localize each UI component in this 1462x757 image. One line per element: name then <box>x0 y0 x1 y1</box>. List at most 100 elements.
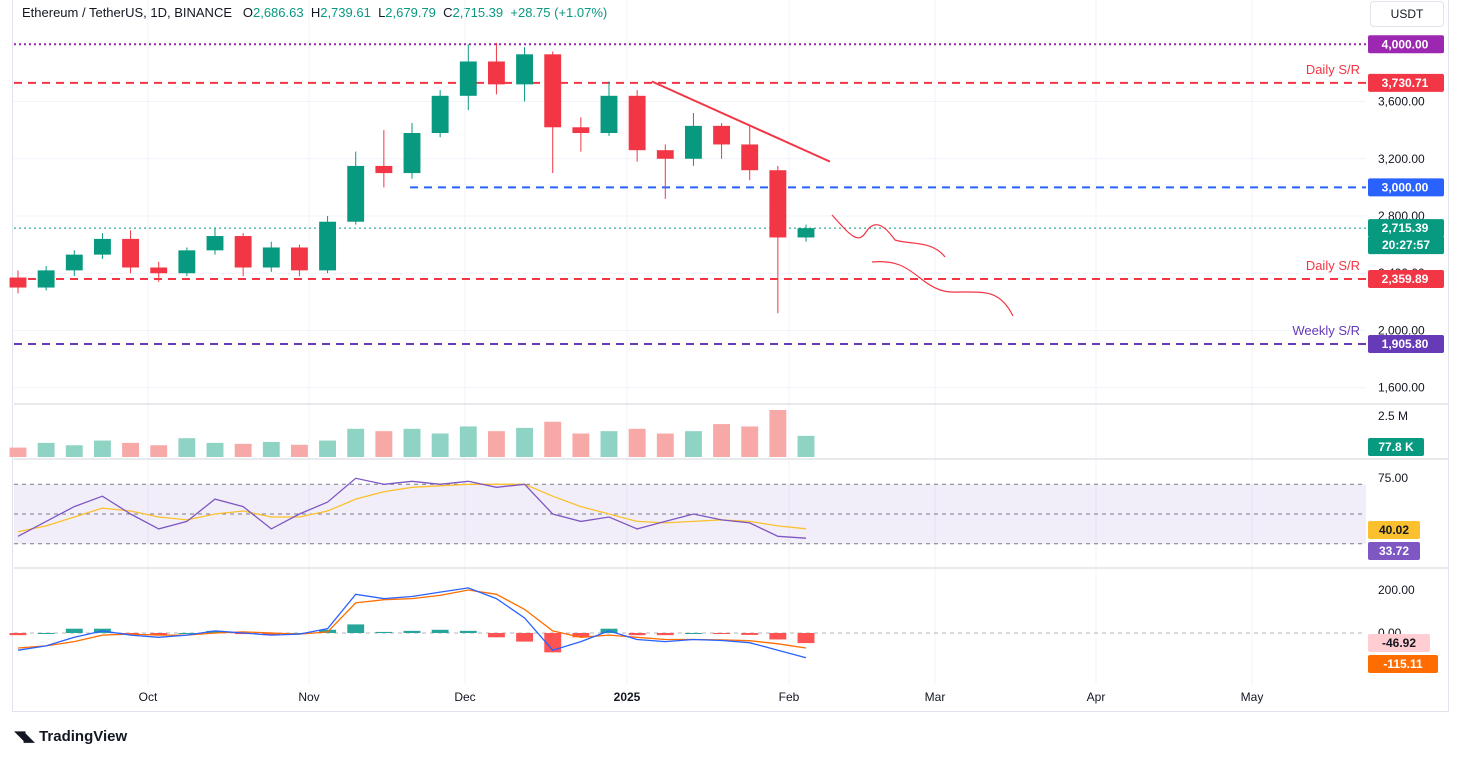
volume-bar <box>65 445 83 457</box>
price-tag-text: 2,715.39 <box>1382 221 1429 235</box>
candle-body <box>122 238 140 268</box>
volume-bar <box>487 431 505 457</box>
volume-bar <box>206 442 224 457</box>
macd-histogram-bar <box>262 633 280 636</box>
macd-tag-text: -46.92 <box>1382 636 1416 650</box>
level-label: Weekly S/R <box>1292 323 1360 338</box>
macd-histogram-bar <box>375 631 393 633</box>
price-tag-text: 2,359.89 <box>1382 272 1429 286</box>
candle-body <box>656 150 674 159</box>
volume-bar <box>319 440 337 457</box>
signal-tag-text: -115.11 <box>1383 657 1423 671</box>
candle-body <box>262 247 280 268</box>
price-tag <box>1368 219 1444 238</box>
x-axis-label: Feb <box>779 690 800 704</box>
volume-bar <box>544 421 562 457</box>
price-tag <box>1368 178 1444 197</box>
x-axis-label: Oct <box>139 690 158 704</box>
symbol-title[interactable]: Ethereum / TetherUS, 1D, BINANCE <box>22 5 233 20</box>
price-tag <box>1368 334 1444 353</box>
macd-histogram-bar <box>684 633 702 634</box>
tradingview-logo[interactable]: ◥◣ TradingView <box>14 727 128 746</box>
candle-body <box>769 170 787 238</box>
forecast-path <box>831 214 946 258</box>
currency-button[interactable]: USDT <box>1370 1 1444 27</box>
rsi-line <box>17 477 807 539</box>
price-tick-label: 2,000.00 <box>1378 323 1425 337</box>
volume-bar <box>572 433 590 457</box>
macd-histogram-bar <box>403 630 421 633</box>
volume-pane <box>9 410 815 457</box>
macd-histogram-bar <box>178 633 196 634</box>
x-axis-label: Mar <box>925 690 946 704</box>
x-axis-label: Apr <box>1087 690 1106 704</box>
volume-bar <box>347 428 365 457</box>
x-axis-label: Nov <box>298 690 319 704</box>
candle-body <box>544 54 562 128</box>
tradingview-logo-text: TradingView <box>39 727 128 745</box>
price-tag <box>1368 73 1444 92</box>
candle-body <box>93 238 111 255</box>
volume-bar <box>431 433 449 457</box>
rsi-tick-label: 75.00 <box>1378 471 1408 485</box>
chart-frame <box>12 0 1449 712</box>
volume-bar <box>741 426 759 457</box>
volume-bar <box>290 444 308 457</box>
x-axis-label: 2025 <box>614 690 641 704</box>
candle-body <box>9 277 27 288</box>
volume-bar <box>150 445 168 457</box>
candle-body <box>628 95 646 151</box>
signal-line <box>17 589 807 649</box>
price-tag-text: 1,905.80 <box>1382 337 1429 351</box>
trendline <box>651 80 831 163</box>
volume-bar <box>93 440 111 457</box>
candle-body <box>600 95 618 134</box>
macd-histogram-bar <box>544 633 562 653</box>
macd-histogram-bar <box>516 633 534 642</box>
macd-histogram-bar <box>628 633 646 636</box>
level-label: Daily S/R <box>1306 62 1360 77</box>
candle-body <box>206 236 224 251</box>
candle-body <box>290 247 308 271</box>
volume-bar <box>234 443 252 457</box>
candle-body <box>234 236 252 268</box>
macd-histogram-bar <box>9 633 27 636</box>
candle-body <box>797 228 815 238</box>
rsi-ma-line <box>17 483 807 533</box>
price-tag-text: 3,000.00 <box>1382 180 1429 194</box>
macd-histogram-bar <box>347 624 365 633</box>
x-axis-label: Dec <box>454 690 475 704</box>
volume-bar <box>656 433 674 457</box>
macd-histogram-bar <box>741 633 759 635</box>
macd-histogram-bar <box>769 633 787 640</box>
macd-histogram-bar <box>65 628 83 633</box>
open-value: 2,686.63 <box>252 5 304 20</box>
rsi-pane <box>14 477 1366 545</box>
macd-histogram-bar <box>797 633 815 644</box>
price-tag <box>1368 269 1444 288</box>
low-value: 2,679.79 <box>385 5 436 20</box>
candle-body <box>150 267 168 274</box>
volume-bar <box>459 426 477 457</box>
volume-bar <box>403 428 421 457</box>
volume-tag-text: 77.8 K <box>1378 440 1414 454</box>
candle-body <box>459 61 477 96</box>
rsi-tag-text: 33.72 <box>1379 544 1409 558</box>
forecast-path <box>871 261 1014 317</box>
volume-tag <box>1368 438 1424 456</box>
price-tag-text: 4,000.00 <box>1382 37 1429 51</box>
x-axis-label: May <box>1241 690 1264 704</box>
macd-histogram-bar <box>431 629 449 633</box>
signal-tag <box>1368 655 1438 673</box>
candle-body <box>741 144 759 171</box>
price-tag <box>1368 35 1444 54</box>
price-tick-label: 3,600.00 <box>1378 95 1425 109</box>
macd-histogram-bar <box>206 630 224 633</box>
candle-body <box>431 95 449 134</box>
price-tick-label: 1,600.00 <box>1378 381 1425 395</box>
candle-body <box>403 133 421 174</box>
volume-bar <box>600 431 618 457</box>
candle-body <box>347 165 365 222</box>
high-value: 2,739.61 <box>320 5 371 20</box>
